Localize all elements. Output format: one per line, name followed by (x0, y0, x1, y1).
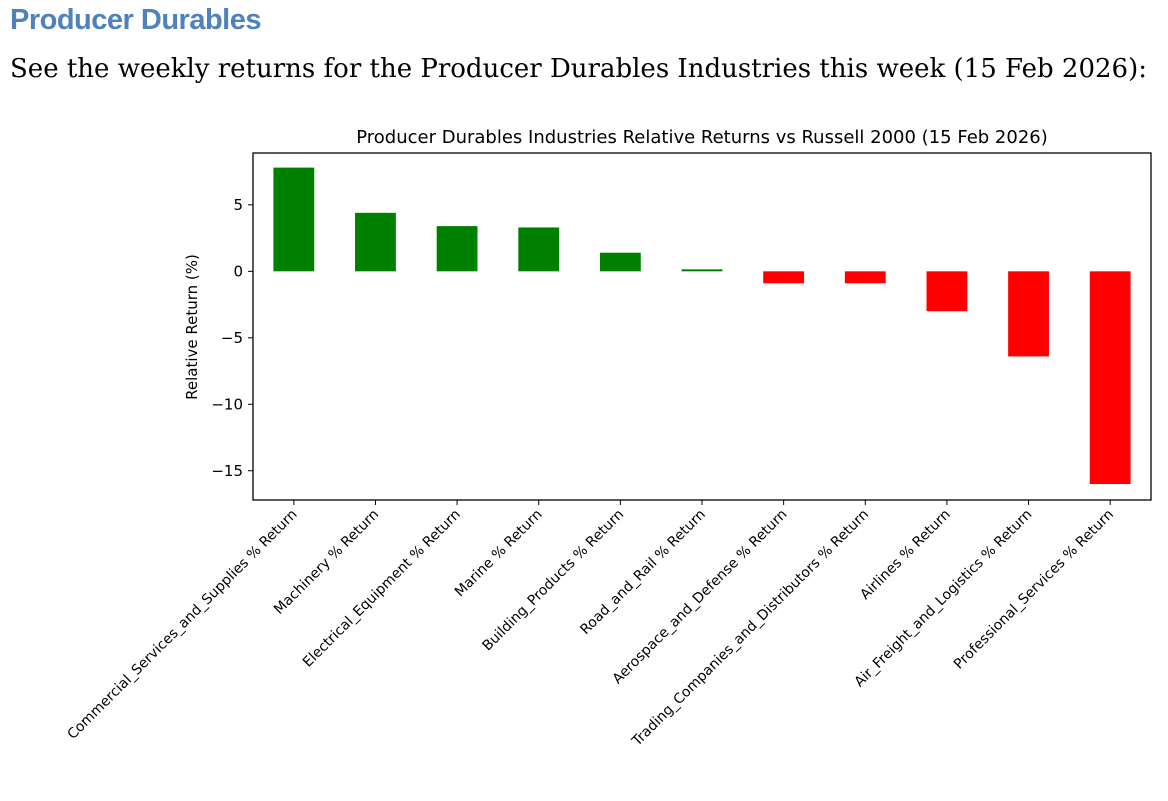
x-tick-label: Marine % Return (452, 507, 546, 601)
x-tick-label: Professional_Services % Return (951, 507, 1117, 673)
x-tick-label: Air_Freight_and_Logistics % Return (852, 507, 1036, 691)
x-tick-label: Commercial_Services_and_Supplies % Retur… (64, 507, 300, 743)
bar (273, 167, 315, 272)
intro-text: See the weekly returns for the Producer … (10, 54, 1148, 84)
chart-container: Producer Durables Industries Relative Re… (0, 110, 1168, 796)
y-tick-label: 0 (233, 262, 243, 280)
y-tick-label: 5 (233, 196, 243, 214)
x-tick-label: Aerospace_and_Defense % Return (610, 507, 791, 688)
bar (518, 227, 560, 272)
bar (599, 252, 641, 272)
bars-group (273, 167, 1131, 485)
bar (926, 271, 968, 312)
y-tick-label: −10 (211, 395, 243, 413)
bar (681, 269, 723, 272)
x-tick-label: Electrical_Equipment % Return (300, 507, 464, 671)
bar-chart: Producer Durables Industries Relative Re… (64, 127, 1152, 750)
plot-frame (252, 152, 1152, 501)
section-heading: Producer Durables (10, 4, 261, 36)
bar (1008, 271, 1049, 357)
bar (844, 271, 886, 284)
x-tick-label: Airlines % Return (857, 507, 953, 603)
y-tick-label: −15 (211, 462, 243, 480)
bar (763, 271, 805, 284)
y-axis: 5 0 −5 −10 −15 (211, 196, 253, 480)
bar (355, 212, 396, 272)
x-tick-label: Building_Products % Return (479, 507, 627, 655)
bar (1089, 271, 1131, 485)
x-axis: Commercial_Services_and_Supplies % Retur… (64, 500, 1117, 750)
bar (436, 226, 478, 272)
y-tick-label: −5 (221, 329, 243, 347)
chart-title: Producer Durables Industries Relative Re… (356, 127, 1048, 148)
y-axis-label: Relative Return (%) (183, 254, 201, 400)
